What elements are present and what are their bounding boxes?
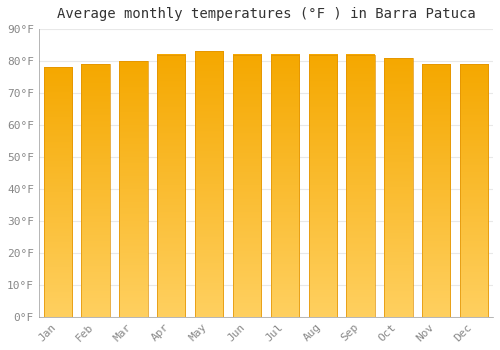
Bar	[119, 61, 148, 317]
Bar	[44, 68, 72, 317]
Bar	[422, 64, 450, 317]
Bar	[308, 55, 337, 317]
Bar	[346, 55, 375, 317]
Bar	[195, 51, 224, 317]
Title: Average monthly temperatures (°F ) in Barra Patuca: Average monthly temperatures (°F ) in Ba…	[56, 7, 476, 21]
Bar	[157, 55, 186, 317]
Bar	[270, 55, 299, 317]
Bar	[460, 64, 488, 317]
Bar	[384, 58, 412, 317]
Bar	[82, 64, 110, 317]
Bar	[233, 55, 261, 317]
